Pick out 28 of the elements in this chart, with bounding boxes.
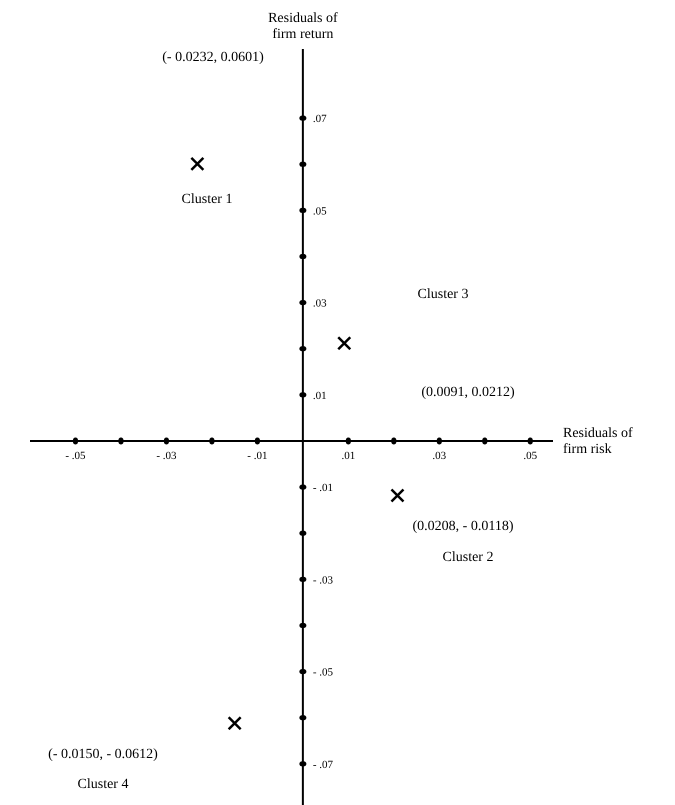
point (190, 156, 205, 172)
y-tick-label: .01 (312, 390, 327, 402)
x-tick-label: .05 (523, 450, 538, 462)
point (337, 336, 352, 351)
annotation: Cluster 2 (442, 550, 494, 565)
x-tick-label: .03 (432, 450, 447, 462)
y-tick-label: .07 (312, 113, 328, 126)
y-tick-label: - .01 (312, 482, 334, 494)
annotation: (0.0091, 0.0212) (421, 385, 515, 400)
x-tick-label: - .01 (247, 450, 268, 462)
point (390, 488, 405, 503)
annotation: Cluster 3 (418, 287, 468, 302)
x-tick-label: .01 (341, 450, 356, 462)
annotation: (- 0.0150, - 0.0612) (48, 747, 158, 762)
x-tick-label: - .05 (65, 450, 86, 462)
annotation: Cluster 1 (182, 192, 232, 207)
x-axis-title: Residuals of firm risk (563, 426, 633, 458)
point (227, 716, 242, 731)
annotation: Cluster 4 (78, 777, 128, 792)
y-tick-label: - .07 (312, 758, 334, 771)
annotation: (0.0208, - 0.0118) (412, 519, 514, 534)
x-tick-label: - .03 (156, 450, 178, 462)
y-tick-label: .03 (312, 298, 328, 310)
annotation: (- 0.0232, 0.0601) (162, 50, 264, 65)
y-axis-title: Residuals of firm return (268, 11, 338, 42)
y-tick-label: - .03 (312, 574, 334, 586)
y-tick-label: .05 (312, 205, 328, 218)
y-tick-label: - .05 (312, 666, 334, 679)
